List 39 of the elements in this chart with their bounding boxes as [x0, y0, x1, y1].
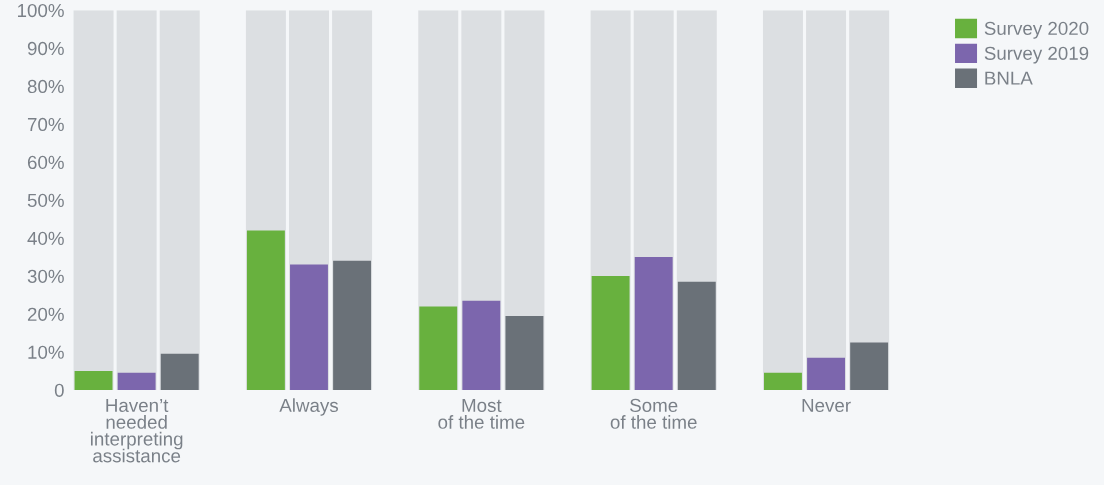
y-tick-label: 30% — [27, 269, 64, 283]
y-tick-label: 100% — [18, 3, 64, 18]
y-tick-label: 60% — [27, 155, 64, 170]
bar — [117, 372, 156, 390]
y-tick-label: 80% — [27, 79, 64, 94]
bar — [807, 357, 846, 390]
x-tick-label: Haven’t needed interpreting assistance — [90, 398, 183, 463]
y-tick-label: 40% — [27, 231, 64, 246]
bar — [462, 300, 501, 390]
y-tick-label: 20% — [27, 307, 64, 321]
y-tick-label: 10% — [28, 345, 64, 359]
bar — [159, 10, 200, 390]
bar — [764, 372, 802, 390]
bar — [591, 276, 630, 390]
legend-label: Survey 2020 — [984, 21, 1089, 39]
y-tick-label: 70% — [27, 117, 64, 132]
bar — [116, 10, 157, 390]
bar — [505, 315, 544, 390]
y-tick-label: 90% — [27, 41, 64, 56]
bar — [290, 264, 328, 390]
x-tick-label: Always — [279, 398, 339, 416]
bar — [74, 370, 113, 390]
bar — [762, 10, 803, 390]
bar — [333, 260, 372, 390]
x-tick-label: Never — [802, 398, 851, 413]
y-tick-label: 0 — [54, 383, 64, 397]
bar — [850, 342, 889, 390]
x-tick-label: Most of the time — [438, 398, 525, 429]
bar — [677, 281, 716, 390]
legend-label: Survey 2019 — [984, 46, 1089, 64]
bar — [73, 10, 114, 390]
bar — [806, 10, 847, 390]
bar — [246, 230, 285, 390]
bar — [160, 353, 199, 390]
bar — [634, 257, 673, 390]
x-tick-label: Some of the time — [610, 398, 697, 429]
y-tick-label: 50% — [27, 193, 64, 208]
legend-label: BNLA — [985, 71, 1033, 85]
bar — [419, 306, 458, 390]
